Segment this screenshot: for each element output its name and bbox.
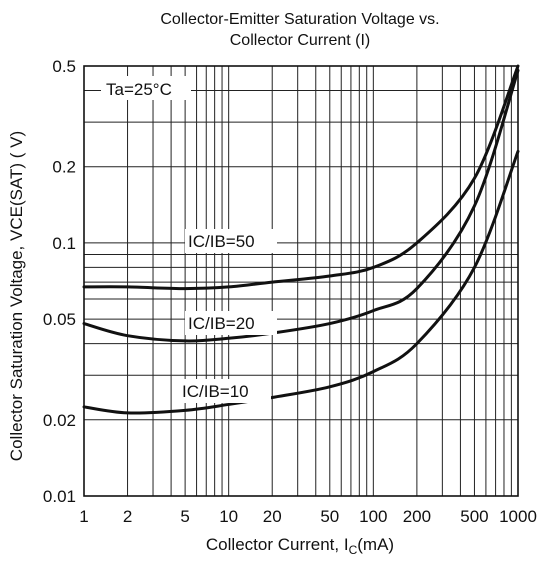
- x-tick-label: 200: [403, 507, 431, 526]
- series-label-ic-ib-20: IC/IB=20: [185, 311, 277, 335]
- grid-layer: [84, 66, 518, 496]
- series-label-ic-ib-50-background: [185, 229, 277, 253]
- x-axis-label-main: Collector Current, I: [206, 535, 349, 554]
- y-tick-label: 0.2: [52, 158, 76, 177]
- plot-frame: [83, 65, 519, 497]
- x-tick-label: 5: [180, 507, 189, 526]
- x-axis-label-unit: (mA): [357, 535, 394, 554]
- condition-label: Ta=25°C: [101, 76, 191, 100]
- series-line-ic-ib-20: [82, 68, 520, 343]
- condition-label-text: Ta=25°C: [106, 80, 172, 99]
- series-line-ic-ib-50: [82, 64, 520, 291]
- y-tick-label: 0.05: [43, 310, 76, 329]
- series-label-ic-ib-50-text: IC/IB=50: [188, 232, 255, 251]
- x-tick-label: 10: [219, 507, 238, 526]
- series-label-ic-ib-10-text: IC/IB=10: [182, 382, 249, 401]
- series-label-ic-ib-20-background: [185, 311, 277, 335]
- x-axis-label-subscript: C: [349, 543, 358, 556]
- series-line-ic-ib-10: [82, 149, 520, 415]
- x-tick-label: 500: [460, 507, 488, 526]
- series-label-ic-ib-10: IC/IB=10: [179, 379, 271, 403]
- condition-label-background: [101, 76, 191, 100]
- y-tick-label: 0.1: [52, 234, 76, 253]
- x-tick-label: 100: [359, 507, 387, 526]
- x-tick-label: 2: [123, 507, 132, 526]
- chart-title-line-2: Collector Current (I): [230, 32, 370, 49]
- y-axis-label: Collector Saturation Voltage, VCE(SAT) (…: [7, 131, 26, 461]
- chart-title-line-1: Collector-Emitter Saturation Voltage vs.: [160, 11, 439, 28]
- series-label-ic-ib-20-text: IC/IB=20: [188, 314, 255, 333]
- x-tick-label: 1: [79, 507, 88, 526]
- x-tick-label: 20: [263, 507, 282, 526]
- series-label-ic-ib-10-background: [179, 379, 271, 403]
- x-axis-label: Collector Current, IC(mA): [206, 535, 394, 556]
- y-tick-label: 0.01: [43, 487, 76, 506]
- y-tick-label: 0.02: [43, 411, 76, 430]
- y-tick-label: 0.5: [52, 57, 76, 76]
- series-label-ic-ib-50: IC/IB=50: [185, 229, 277, 253]
- series-layer: [82, 64, 520, 415]
- chart-title: Collector-Emitter Saturation Voltage vs.…: [160, 11, 439, 49]
- tick-label-layer: 1 2 5 10 20 50 100 200 500 1000 0.01 0.02 0.05 0.1 0.2…: [43, 57, 537, 526]
- x-tick-label: 50: [320, 507, 339, 526]
- x-tick-label: 1000: [499, 507, 537, 526]
